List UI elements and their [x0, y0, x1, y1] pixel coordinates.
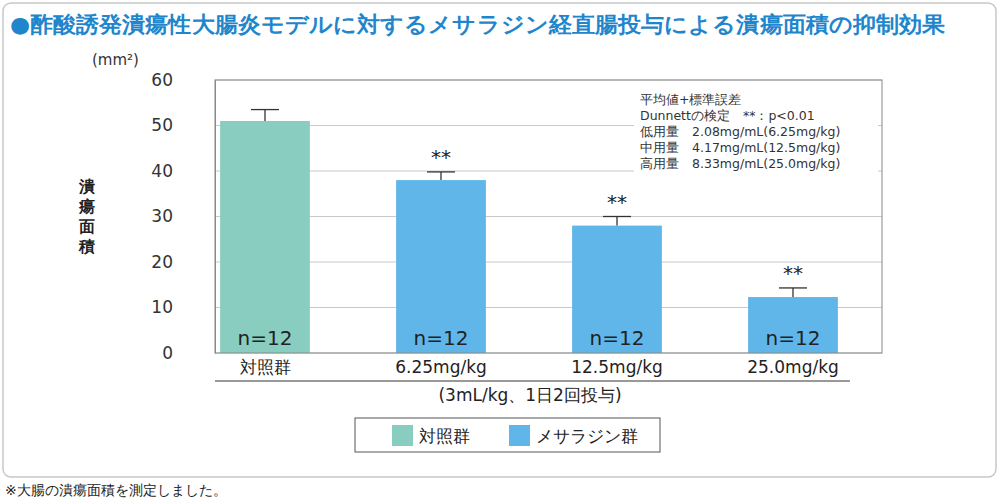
annotations: n=12 n=12 ** n=12 ** n=12 **: [238, 145, 821, 350]
y-tick: 60: [151, 70, 215, 90]
y-unit: (mm²): [92, 51, 139, 69]
y-tick: 10: [151, 297, 215, 317]
note: 低用量 2.08mg/mL(6.25mg/kg): [640, 124, 840, 139]
note: 平均値+標準誤差: [640, 92, 741, 107]
y-tick-label: 40: [151, 161, 173, 181]
significance: **: [783, 261, 803, 285]
error-bar-stem: [792, 288, 793, 297]
error-bar: [603, 217, 631, 226]
y-tick: 40: [151, 161, 215, 181]
y-tick-label: 60: [151, 70, 173, 90]
note: 高用量 8.33mg/mL(25.0mg/kg): [640, 156, 840, 171]
note: 中用量 4.17mg/mL(12.5mg/kg): [640, 140, 840, 155]
x-axis: 対照群 6.25mg/kg 12.5mg/kg 25.0mg/kg: [240, 357, 839, 377]
panel-frame: [3, 3, 996, 477]
n-label: n=12: [414, 326, 469, 350]
x-tick-label: 6.25mg/kg: [395, 357, 487, 377]
x-tick-label: 25.0mg/kg: [747, 357, 839, 377]
error-bar: [251, 110, 279, 121]
bar: [220, 121, 310, 353]
grid: [215, 80, 882, 353]
x-tick: 6.25mg/kg: [395, 357, 487, 377]
grid-line: [215, 216, 882, 217]
y-tick-label: 10: [151, 297, 173, 317]
error-bar-cap: [779, 287, 807, 288]
y-tick: 50: [151, 115, 215, 135]
y-tick-label: 50: [151, 115, 173, 135]
significance: **: [607, 190, 627, 214]
chart: ●酢酸誘発潰瘍性大腸炎モデルに対するメサラジン経直腸投与による潰瘍面積の抑制効果…: [0, 0, 1000, 501]
error-bar: [779, 288, 807, 297]
legend-swatch: [392, 425, 413, 446]
title: ●酢酸誘発潰瘍性大腸炎モデルに対するメサラジン経直腸投与による潰瘍面積の抑制効果: [10, 12, 946, 37]
significance: **: [431, 145, 451, 169]
error-bar-stem: [264, 110, 265, 121]
n-label: n=12: [238, 326, 293, 350]
category-underline: [215, 381, 850, 382]
x-tick: 25.0mg/kg: [747, 357, 839, 377]
y-tick: 30: [151, 206, 215, 226]
legend: 対照群 メサラジン群: [355, 418, 660, 452]
error-bar-stem: [440, 172, 441, 180]
y-tick: 0: [162, 343, 215, 363]
bar: [396, 180, 486, 353]
y-tick-label: 30: [151, 206, 173, 226]
footnote: ※大腸の潰瘍面積を測定しました。: [5, 482, 227, 498]
x-tick-label: 12.5mg/kg: [571, 357, 663, 377]
x-tick: 12.5mg/kg: [571, 357, 663, 377]
error-bar-cap: [427, 171, 455, 172]
legend-label: 対照群: [419, 426, 470, 446]
grid-line: [215, 262, 882, 263]
legend-label: メサラジン群: [536, 426, 638, 446]
n-label: n=12: [766, 326, 821, 350]
legend-swatch: [509, 425, 530, 446]
y-axis-title: 潰瘍面積: [78, 177, 95, 256]
plot-frame: [215, 80, 882, 353]
y-tick-label: 20: [151, 252, 173, 272]
x-tick: 対照群: [240, 357, 291, 377]
plot-area: [215, 80, 882, 353]
notes: 平均値+標準誤差Dunnettの検定 **：p<0.01低用量 2.08mg/m…: [634, 88, 878, 174]
error-bar: [427, 172, 455, 180]
y-axis: 0 10 20 30 40 50 60: [151, 70, 215, 363]
y-tick-label: 0: [162, 343, 173, 363]
legend-frame: [355, 418, 660, 452]
x-tick-label: 対照群: [240, 357, 291, 377]
error-bar-cap: [603, 216, 631, 217]
error-bar-stem: [616, 217, 617, 226]
x-axis-title: (3mL/kg、1日2回投与): [438, 385, 621, 405]
y-tick: 20: [151, 252, 215, 272]
notes-background: [634, 88, 878, 174]
bar: [572, 226, 662, 353]
n-label: n=12: [590, 326, 645, 350]
note: Dunnettの検定 **：p<0.01: [640, 108, 815, 123]
bar: [748, 297, 838, 353]
error-bar-cap: [251, 109, 279, 110]
